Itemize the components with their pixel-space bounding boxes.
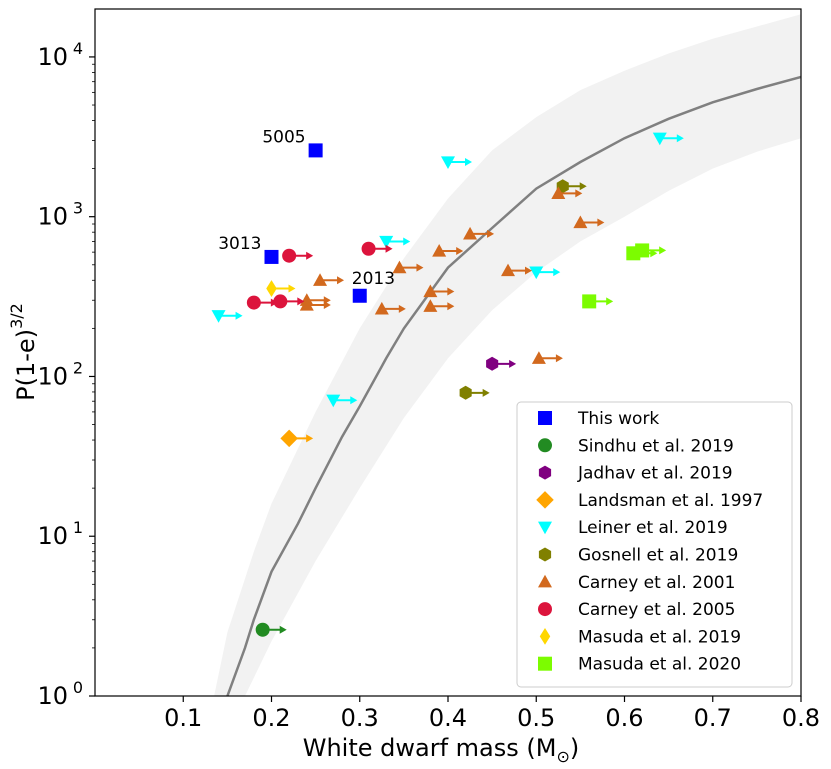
legend-label: Masuda et al. 2019 xyxy=(578,627,741,647)
x-tick-label: 0.5 xyxy=(517,704,555,732)
y-tick-label-exponent: 2 xyxy=(73,358,83,377)
marker-this-work-0 xyxy=(308,143,323,158)
legend-marker xyxy=(538,547,552,562)
y-tick-label: 10 xyxy=(37,522,68,550)
marker-carney-et-al-2001-5 xyxy=(423,284,438,298)
x-tick-label: 0.4 xyxy=(429,704,467,732)
marker-this-work-2 xyxy=(352,288,367,303)
x-tick-label: 0.2 xyxy=(252,704,290,732)
model-uncertainty-band xyxy=(214,14,801,696)
point-label-5005: 5005 xyxy=(262,127,305,147)
model-curve-line xyxy=(226,75,801,696)
marker-carney-et-al-2001-3 xyxy=(374,301,389,315)
legend-label: Carney et al. 2001 xyxy=(578,573,735,593)
legend-marker xyxy=(538,465,552,480)
marker-masuda-et-al-2020-0 xyxy=(582,294,597,309)
legend-marker xyxy=(538,574,552,588)
x-tick-label: 0.6 xyxy=(605,704,643,732)
legend-label: Gosnell et al. 2019 xyxy=(578,546,738,566)
marker-leiner-et-al-2019-2 xyxy=(379,235,394,249)
legend-marker xyxy=(538,656,552,671)
model-curve-layer xyxy=(226,75,801,696)
marker-carney-et-al-2001-12 xyxy=(573,215,588,229)
marker-leiner-et-al-2019-0 xyxy=(211,310,226,323)
marker-carney-et-al-2001-9 xyxy=(501,263,516,277)
marker-carney-et-al-2005-1 xyxy=(273,294,288,309)
marker-landsman-et-al-1997-0 xyxy=(280,429,298,448)
x-tick-label: 0.7 xyxy=(694,704,732,732)
legend-marker xyxy=(538,602,552,617)
marker-carney-et-al-2001-7 xyxy=(432,243,447,257)
marker-carney-et-al-2001-10 xyxy=(531,351,546,364)
legend-label: This work xyxy=(577,409,659,429)
legend-marker xyxy=(536,491,554,509)
legend-marker xyxy=(538,521,552,535)
marker-carney-et-al-2005-2 xyxy=(282,248,297,263)
marker-leiner-et-al-2019-1 xyxy=(326,394,341,408)
legend-marker xyxy=(539,628,551,645)
x-tick-label: 0.8 xyxy=(782,704,820,732)
legend-label: Carney et al. 2005 xyxy=(578,600,735,620)
marker-this-work-1 xyxy=(264,249,279,264)
legend-marker xyxy=(538,438,552,453)
legend: This work Sindhu et al. 2019 Jadhav et al.… xyxy=(516,401,793,688)
marker-carney-et-al-2001-1 xyxy=(299,293,314,306)
y-tick-label-exponent: 3 xyxy=(73,199,83,218)
marker-carney-et-al-2001-8 xyxy=(463,226,478,240)
marker-gosnell-et-al-2019-0 xyxy=(459,385,472,400)
marker-carney-et-al-2001-4 xyxy=(392,260,407,274)
legend-marker xyxy=(538,411,552,425)
markers-layer: 5005 3013 2013 xyxy=(211,127,684,637)
x-axis-label: White dwarf mass (M⊙) xyxy=(303,734,580,766)
marker-carney-et-al-2001-6 xyxy=(423,299,438,312)
point-label-3013: 3013 xyxy=(218,234,261,254)
legend-label: Leiner et al. 2019 xyxy=(578,518,728,538)
x-tick-label: 0.3 xyxy=(341,704,379,732)
y-tick-label-exponent: 1 xyxy=(73,518,83,537)
marker-sindhu-et-al-2019-0 xyxy=(255,622,270,637)
legend-box xyxy=(516,401,793,688)
marker-carney-et-al-2001-2 xyxy=(313,273,328,286)
marker-jadhav-et-al-2019-0 xyxy=(486,356,499,371)
marker-masuda-et-al-2019-0 xyxy=(266,280,277,297)
legend-label: Landsman et al. 1997 xyxy=(578,491,763,511)
x-tick-label: 0.1 xyxy=(164,704,202,732)
marker-leiner-et-al-2019-5 xyxy=(652,132,667,146)
legend-label: Sindhu et al. 2019 xyxy=(578,436,734,456)
marker-carney-et-al-2005-0 xyxy=(246,295,261,310)
point-label-2013: 2013 xyxy=(352,269,395,289)
model-band-layer xyxy=(214,14,801,696)
y-tick-label: 10 xyxy=(37,682,68,710)
legend-label: Masuda et al. 2020 xyxy=(578,655,741,675)
marker-leiner-et-al-2019-3 xyxy=(441,156,455,169)
marker-masuda-et-al-2020-2 xyxy=(635,243,650,258)
y-tick-label: 10 xyxy=(37,362,68,390)
y-tick-label-exponent: 0 xyxy=(73,678,83,697)
y-tick-label: 10 xyxy=(37,43,68,71)
axes-layer: 0.1 0.2 0.3 0.4 0.5 0.6 0.7 0.8 10 0 10 1 10 2 10 3 10 4 xyxy=(37,8,820,732)
legend-label: Jadhav et al. 2019 xyxy=(577,464,733,484)
y-tick-label-exponent: 4 xyxy=(73,39,83,58)
marker-carney-et-al-2005-3 xyxy=(361,241,376,256)
y-tick-label: 10 xyxy=(37,203,68,231)
y-axis-label: P(1-e)3/2 xyxy=(7,303,40,401)
marker-leiner-et-al-2019-4 xyxy=(529,266,544,280)
marker-carney-et-al-2001-11 xyxy=(551,186,566,199)
